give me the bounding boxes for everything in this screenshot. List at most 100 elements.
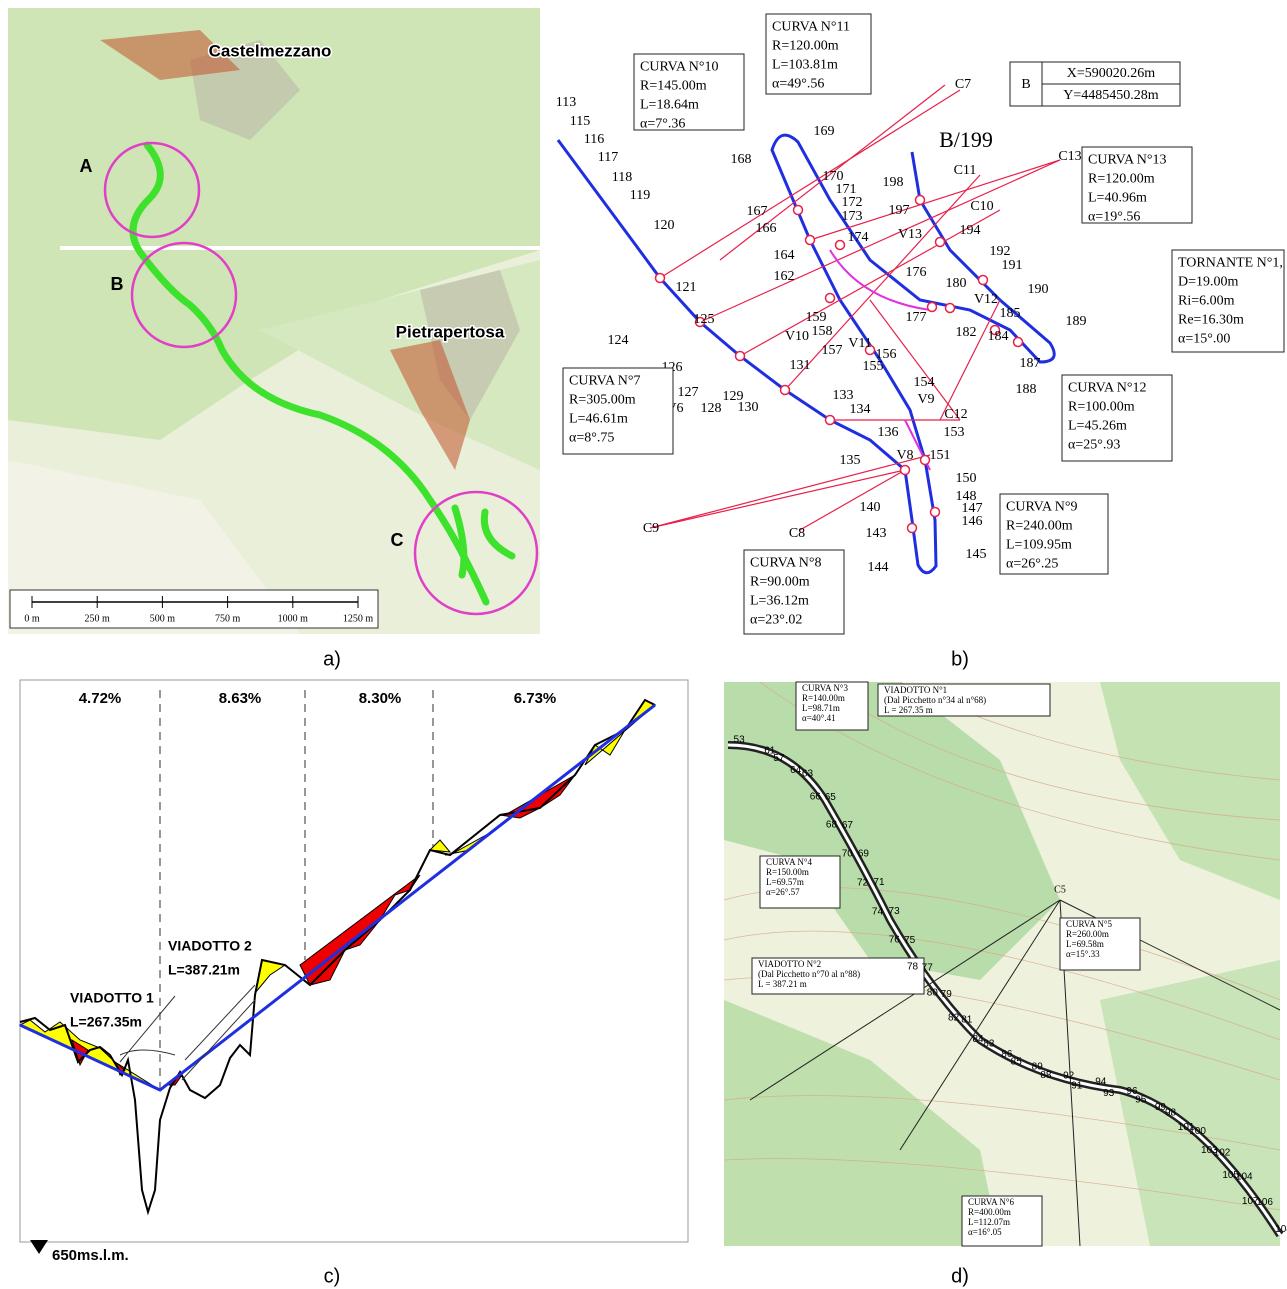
box-line: D=19.00m: [1178, 275, 1239, 290]
box-line: R=240.00m: [1006, 519, 1073, 534]
station-label: 72: [857, 877, 869, 888]
station-label: 108: [1275, 1224, 1287, 1235]
station-label: 191: [1002, 258, 1023, 273]
station-point: [908, 524, 917, 533]
panel-label: b): [951, 648, 969, 670]
station-label: 119: [630, 188, 650, 203]
station-label: 194: [960, 223, 981, 238]
station-label: 164: [774, 248, 795, 263]
box-line: R=90.00m: [750, 575, 810, 590]
station-label: 150: [956, 471, 977, 486]
station-point: [916, 196, 925, 205]
station-point: [946, 304, 955, 313]
scale-label: 750 m: [215, 613, 241, 624]
station-label: 134: [850, 402, 871, 417]
box-line: α=7°.36: [640, 117, 685, 132]
station-label: V8: [896, 448, 913, 463]
station-label: B/199: [939, 127, 993, 152]
scale-label: 0 m: [24, 613, 40, 624]
station-label: 67: [842, 820, 854, 831]
station-label: 144: [868, 560, 889, 575]
panel-frame: [20, 680, 688, 1242]
box-title: CURVA N°12: [1068, 381, 1147, 396]
box-line: L=45.26m: [1068, 419, 1127, 434]
construction-line: [800, 470, 905, 530]
station-label: 76: [889, 934, 901, 945]
station-label: 105: [1222, 1170, 1239, 1181]
station-label: 68: [826, 820, 838, 831]
point-label: C5: [1054, 884, 1066, 895]
station-label: 83: [983, 1039, 995, 1050]
scale-label: 1250 m: [343, 613, 374, 624]
station-label: 174: [848, 230, 869, 245]
station-label: C9: [643, 521, 659, 536]
station-label: 159: [806, 310, 827, 325]
station-label: 190: [1028, 282, 1049, 297]
station-label: 145: [966, 547, 987, 562]
station-label: 80: [927, 988, 939, 999]
station-label: 82: [948, 1012, 960, 1023]
coordinate: X=590020.26m: [1067, 66, 1156, 81]
station-label: 89: [1032, 1061, 1044, 1072]
box-title: CURVA N°8: [750, 556, 822, 571]
station-label: 173: [842, 209, 863, 224]
box-line: α=26°.25: [1006, 557, 1058, 572]
station-label: 77: [922, 963, 934, 974]
station-label: 131: [790, 358, 811, 373]
box-line: α=15°.00: [1178, 332, 1230, 347]
datum-label: 650ms.l.m.: [52, 1247, 129, 1264]
station-point: [736, 352, 745, 361]
station-label: 120: [654, 218, 675, 233]
station-label: 189: [1066, 314, 1087, 329]
station-label: 99: [1155, 1102, 1167, 1113]
station-label: 143: [866, 526, 887, 541]
station-label: 140: [860, 500, 881, 515]
station-point: [826, 416, 835, 425]
station-label: C7: [955, 77, 971, 92]
box-title: TORNANTE N°1, 2, 3: [1178, 256, 1287, 271]
box-title: CURVA N°13: [1088, 153, 1167, 168]
station-label: 182: [956, 325, 977, 340]
box-line: L=109.95m: [1006, 538, 1072, 553]
station-label: 146: [962, 514, 983, 529]
station-label: 101: [1178, 1122, 1195, 1133]
box-line: R=260.00m: [1066, 929, 1109, 939]
construction-line: [700, 160, 1060, 322]
station-label: 79: [941, 989, 953, 1000]
box-line: R=120.00m: [1088, 172, 1155, 187]
station-point: [921, 456, 930, 465]
station-label: 124: [608, 333, 629, 348]
station-label: C12: [944, 407, 967, 422]
station-label: 66: [810, 791, 822, 802]
station-label: 78: [907, 962, 919, 973]
station-label: 98: [1165, 1108, 1177, 1119]
box-line: (Dal Picchetto n°34 al n°68): [884, 695, 986, 705]
station-label: C13: [1058, 149, 1081, 164]
station-label: 106: [1256, 1197, 1273, 1208]
station-label: 96: [1126, 1086, 1138, 1097]
station-label: 153: [944, 425, 965, 440]
scale-label: 1000 m: [278, 613, 309, 624]
station-label: 176: [906, 265, 927, 280]
station-label: 135: [840, 453, 861, 468]
station-point: [806, 236, 815, 245]
station-label: 128: [701, 401, 722, 416]
box-line: α=26°.57: [766, 887, 800, 897]
box-line: L=46.61m: [569, 412, 628, 427]
viaduct-length: L=387.21m: [168, 962, 240, 978]
station-label: 84: [972, 1034, 984, 1045]
construction-line: [940, 300, 1000, 420]
box-line: α=8°.75: [569, 431, 614, 446]
box-line: Ri=6.00m: [1178, 294, 1235, 309]
station-label: 121: [676, 280, 697, 295]
station-point: [794, 206, 803, 215]
box-line: L=112.07m: [968, 1217, 1010, 1227]
grade-label: 8.30%: [359, 690, 402, 707]
datum-marker: [30, 1240, 48, 1254]
station-label: 70: [842, 848, 854, 859]
box-line: L=69.58m: [1066, 939, 1104, 949]
box-title: CURVA N°3: [802, 683, 848, 693]
station-label: 197: [889, 203, 910, 218]
box-line: L=69.57m: [766, 877, 804, 887]
station-label: 166: [756, 221, 777, 236]
